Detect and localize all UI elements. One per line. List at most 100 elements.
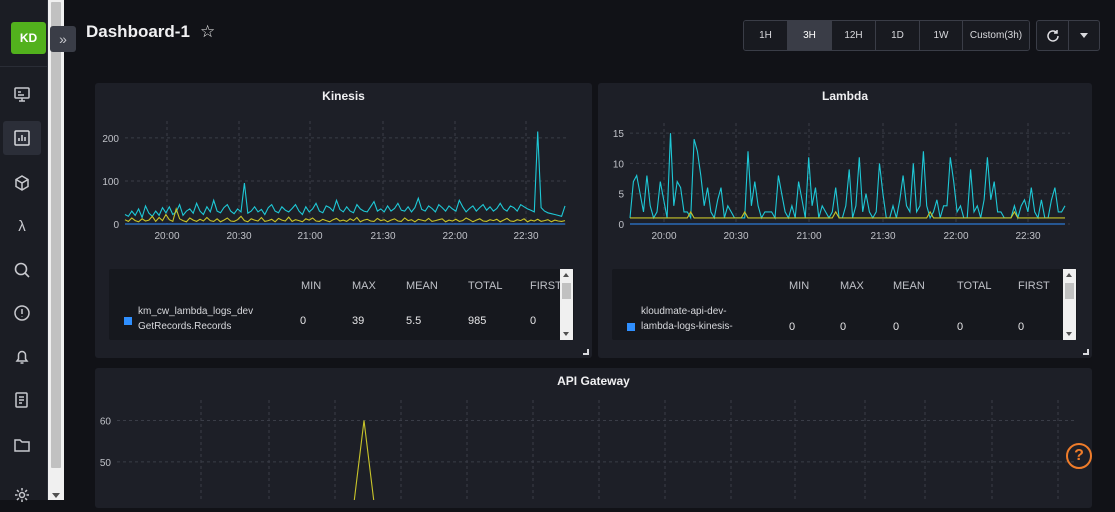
panel-resize-handle[interactable] (583, 349, 589, 355)
api-gateway-panel: API Gateway 405060 (95, 368, 1092, 508)
x-tick-label: 20:30 (723, 231, 748, 242)
page-scrollbar[interactable] (48, 0, 64, 500)
panel-title: API Gateway (557, 374, 630, 388)
y-tick-label: 50 (100, 458, 112, 469)
refresh-interval-dropdown[interactable] (1068, 20, 1100, 51)
lambda-icon[interactable]: λ (3, 209, 41, 243)
document-icon[interactable] (3, 383, 41, 417)
series-color-swatch (627, 323, 635, 331)
refresh-button[interactable] (1036, 20, 1069, 51)
range-custom-button[interactable]: Custom(3h) (963, 21, 1029, 50)
col-header-max: MAX (840, 280, 864, 292)
cell-total: 0 (957, 321, 964, 333)
y-tick-label: 0 (618, 220, 624, 231)
panel-title: Kinesis (322, 89, 365, 103)
double-chevron-right-icon: » (59, 31, 67, 47)
cell-mean: 0 (893, 321, 900, 333)
refresh-icon (1046, 29, 1059, 42)
y-tick-label: 10 (613, 159, 625, 170)
col-header-total: TOTAL (468, 280, 503, 292)
x-tick-label: 20:00 (651, 231, 676, 242)
cube-icon[interactable] (3, 166, 41, 200)
range-1d-button[interactable]: 1D (876, 21, 920, 50)
bell-icon[interactable] (3, 340, 41, 374)
series-line-1 (124, 207, 566, 223)
api-gateway-chart: 405060 (100, 400, 1075, 500)
y-tick-label: 0 (113, 220, 119, 231)
legend-scrollbar[interactable] (560, 269, 573, 340)
expand-sidebar-button[interactable]: » (50, 26, 76, 52)
range-1h-button[interactable]: 1H (744, 21, 788, 50)
series-name-line1: kloudmate-api-dev- (641, 306, 727, 317)
cell-min: 0 (789, 321, 796, 333)
y-tick-label: 60 (100, 417, 112, 428)
col-header-first: FIRST (1018, 280, 1050, 292)
x-tick-label: 22:30 (513, 231, 538, 242)
page-title: Dashboard-1 (86, 22, 190, 41)
x-tick-label: 21:00 (297, 231, 322, 242)
page-scrollbar-thumb[interactable] (51, 2, 61, 468)
y-tick-label: 200 (102, 134, 119, 145)
series-name[interactable]: kloudmate-api-dev- lambda-logs-kinesis- (641, 304, 733, 334)
y-tick-label: 5 (618, 190, 624, 201)
col-header-min: MIN (789, 280, 810, 292)
monitor-icon[interactable] (3, 77, 41, 111)
time-range-group: 1H 3H 12H 1D 1W Custom(3h) (743, 20, 1030, 51)
col-header-max: MAX (352, 280, 376, 292)
kinesis-legend-table: MIN MAX MEAN TOTAL FIRST km_cw_lambda_lo… (109, 269, 574, 340)
legend-scrollbar[interactable] (1063, 269, 1076, 340)
chevron-down-icon (1080, 33, 1088, 38)
col-header-first: FIRST (530, 280, 562, 292)
avatar[interactable]: KD (11, 22, 46, 54)
x-tick-label: 20:00 (154, 231, 179, 242)
lambda-chart: 0 5 10 15 20:00 20:30 21:00 21:30 22:00 22:30 (613, 123, 1070, 242)
col-header-mean: MEAN (893, 280, 925, 292)
x-tick-label: 20:30 (226, 231, 251, 242)
series-line-1 (630, 210, 1065, 219)
lambda-legend-table: MIN MAX MEAN TOTAL FIRST kloudmate-api-d… (612, 269, 1077, 340)
x-tick-label: 21:00 (796, 231, 821, 242)
series-name-line2: GetRecords.Records (138, 321, 232, 332)
cell-first: 0 (530, 315, 537, 327)
range-1w-button[interactable]: 1W (920, 21, 963, 50)
kinesis-chart: 0 100 200 20:00 20:30 21:00 21:30 22:00 22:30 (102, 121, 567, 242)
search-icon[interactable] (3, 253, 41, 287)
kinesis-panel: Kinesis 0 100 200 20:00 20:30 21:00 21:30 22:00… (95, 83, 592, 358)
sidebar-divider (0, 66, 48, 67)
range-3h-button[interactable]: 3H (788, 21, 832, 50)
series-name[interactable]: km_cw_lambda_logs_dev GetRecords.Records (138, 304, 253, 334)
cell-mean: 5.5 (406, 315, 422, 327)
x-tick-label: 21:30 (870, 231, 895, 242)
series-name-line1: km_cw_lambda_logs_dev (138, 306, 254, 317)
series-line-0 (124, 131, 566, 220)
x-tick-label: 22:00 (943, 231, 968, 242)
help-icon[interactable]: ? (1066, 443, 1092, 469)
y-tick-label: 15 (613, 129, 625, 140)
folder-icon[interactable] (3, 428, 41, 462)
series-color-swatch (124, 317, 132, 325)
gear-icon[interactable] (3, 478, 41, 512)
scroll-down-arrow-icon[interactable] (52, 493, 60, 498)
alert-circle-icon[interactable] (3, 296, 41, 330)
x-tick-label: 21:30 (370, 231, 395, 242)
x-tick-label: 22:30 (1015, 231, 1040, 242)
cell-max: 39 (352, 315, 365, 327)
series-line-0 (353, 420, 375, 500)
bar-chart-icon[interactable] (3, 121, 41, 155)
panel-resize-handle[interactable] (1083, 349, 1089, 355)
svg-text:λ: λ (18, 218, 26, 235)
sidebar: KD λ (0, 0, 48, 502)
series-line-0 (629, 133, 1066, 220)
col-header-min: MIN (301, 280, 322, 292)
cell-first: 0 (1018, 321, 1025, 333)
y-tick-label: 100 (102, 177, 119, 188)
col-header-mean: MEAN (406, 280, 438, 292)
col-header-total: TOTAL (957, 280, 992, 292)
cell-max: 0 (840, 321, 847, 333)
lambda-panel: Lambda 0 5 10 15 20:00 20:30 21:00 21:30 22:00 22… (598, 83, 1092, 358)
range-12h-button[interactable]: 12H (832, 21, 876, 50)
series-name-line2: lambda-logs-kinesis- (641, 321, 733, 332)
star-icon[interactable]: ☆ (200, 22, 216, 41)
x-tick-label: 22:00 (442, 231, 467, 242)
panel-title: Lambda (821, 89, 868, 103)
